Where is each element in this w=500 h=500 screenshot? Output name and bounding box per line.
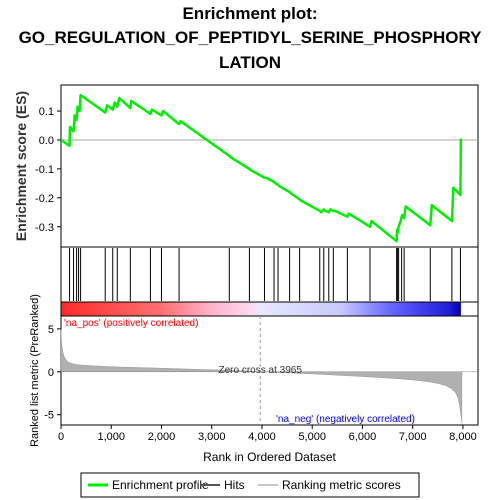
x-axis: 0 1,000 2,000 3,000 4,000 5,000 6,000 7,000 8,00…: [58, 425, 477, 464]
x-tick-label: 7,000: [399, 431, 427, 443]
hits-panel: [60, 246, 479, 303]
chart-title-line-3: LATION: [218, 53, 281, 72]
x-tick-label: 8,000: [449, 431, 477, 443]
x-tick-label: 4,000: [248, 431, 276, 443]
gradient-panel: [60, 301, 479, 317]
hits-frame: [60, 246, 479, 303]
es-y-tick-label: -0.2: [35, 193, 54, 205]
es-y-tick-label: 0.1: [39, 106, 54, 118]
rank-y-tick-label: 5: [48, 324, 54, 336]
legend: Enrichment profile Hits Ranking metric sco…: [80, 472, 420, 498]
legend-label: Enrichment profile: [112, 478, 209, 492]
pos-correlated-label: 'na_pos' (positively correlated): [64, 318, 198, 329]
ranking-metric-area: [60, 328, 463, 424]
es-y-tick-label: -0.1: [35, 164, 54, 176]
x-tick-label: 5,000: [298, 431, 326, 443]
rank-y-axis-label: Ranked list metric (PreRanked): [29, 294, 41, 447]
rank-y-tick-label: -5: [44, 410, 54, 422]
zero-cross-label: Zero cross at 3965: [219, 365, 303, 376]
x-tick-label: 2,000: [148, 431, 176, 443]
x-tick-label: 3,000: [198, 431, 226, 443]
legend-box: [80, 472, 420, 498]
es-y-tick-label: -0.3: [35, 222, 54, 234]
es-panel: -0.3 -0.2 -0.1 0.0 0.1 Enrichment score (ES): [13, 84, 479, 248]
rank-color-bar: [61, 302, 461, 316]
legend-label: Ranking metric scores: [282, 478, 401, 492]
chart-title-line-2: GO_REGULATION_OF_PEPTIDYL_SERINE_PHOSPHO…: [18, 28, 482, 47]
rank-panel: -5 0 5 Zero cross at 3965 'na_pos' (positive…: [29, 294, 479, 447]
es-frame: [60, 84, 479, 248]
es-y-axis-label: Enrichment score (ES): [13, 91, 29, 241]
x-axis-label: Rank in Ordered Dataset: [203, 450, 336, 464]
enrichment-profile-line: [60, 93, 463, 243]
es-y-tick-label: 0.0: [39, 135, 54, 147]
rank-y-tick-label: 0: [48, 367, 54, 379]
legend-label: Hits: [224, 478, 245, 492]
chart-title-line-1: Enrichment plot:: [182, 4, 318, 23]
x-tick-label: 1,000: [97, 431, 125, 443]
x-tick-label: 6,000: [349, 431, 377, 443]
neg-correlated-label: 'na_neg' (negatively correlated): [276, 414, 415, 425]
x-tick-label: 0: [58, 431, 64, 443]
